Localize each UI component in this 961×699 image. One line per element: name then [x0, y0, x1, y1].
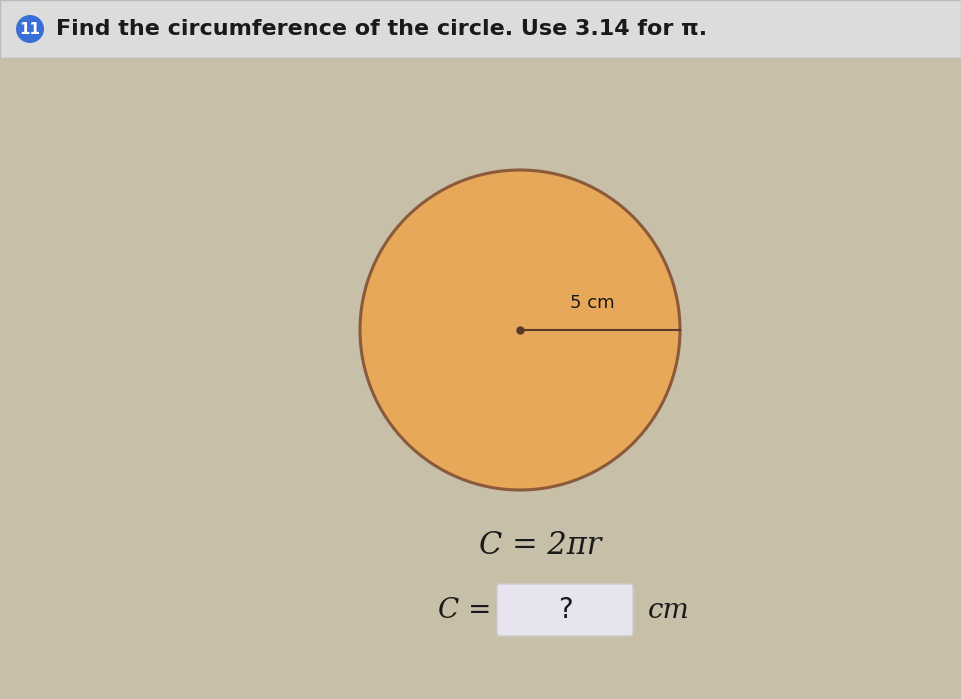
Circle shape [16, 15, 44, 43]
Text: 11: 11 [19, 22, 40, 36]
Text: C =: C = [438, 596, 492, 624]
Text: Find the circumference of the circle. Use 3.14 for π.: Find the circumference of the circle. Us… [56, 19, 707, 39]
FancyBboxPatch shape [497, 584, 633, 636]
Circle shape [360, 170, 680, 490]
Bar [0, 0, 961, 58]
Text: ?: ? [557, 596, 573, 624]
Text: C = 2πr: C = 2πr [479, 530, 602, 561]
Text: 5 cm: 5 cm [570, 294, 614, 312]
Text: cm: cm [648, 596, 690, 624]
